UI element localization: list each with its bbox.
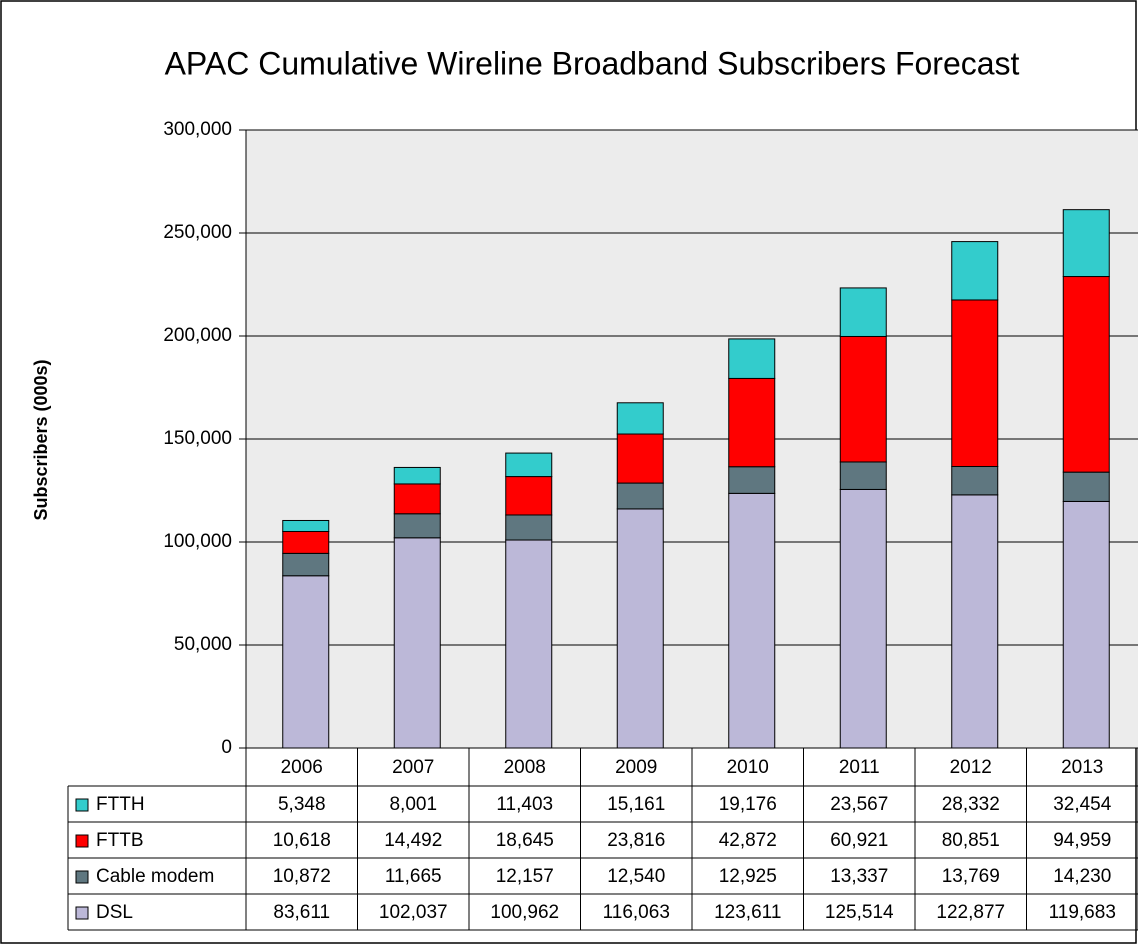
table-value: 10,618	[273, 830, 331, 851]
table-value: 15,161	[607, 794, 665, 815]
table-value: 12,925	[719, 866, 777, 887]
bar-segment	[282, 552, 330, 577]
table-value: 23,816	[607, 830, 665, 851]
table-value: 11,665	[385, 866, 442, 887]
bar-segment	[393, 483, 441, 515]
table-value: 13,337	[830, 866, 888, 887]
bar-segment	[1062, 209, 1110, 278]
table-value: 8,001	[389, 794, 437, 815]
bar-segment	[505, 476, 553, 516]
table-value: 14,230	[1053, 866, 1111, 887]
legend-swatch	[75, 870, 89, 884]
x-tick-label: 2012	[950, 757, 992, 778]
table-value: 13,769	[942, 866, 1000, 887]
table-value: 60,921	[830, 830, 888, 851]
table-value: 18,645	[496, 830, 554, 851]
table-value: 12,540	[607, 866, 665, 887]
y-tick-label: 150,000	[163, 428, 232, 449]
table-value: 125,514	[825, 902, 894, 923]
y-tick-label: 200,000	[163, 325, 232, 346]
table-value: 5,348	[278, 794, 326, 815]
bar-segment	[1062, 276, 1110, 473]
bar-segment	[839, 287, 887, 337]
bar-segment	[282, 519, 330, 532]
table-value: 116,063	[603, 902, 670, 923]
legend-label: DSL	[96, 902, 133, 923]
x-tick-label: 2011	[839, 757, 880, 778]
bar-segment	[728, 492, 776, 749]
bar-segment	[839, 488, 887, 749]
bar-segment	[728, 338, 776, 379]
x-tick-label: 2007	[392, 757, 434, 778]
bar-segment	[282, 575, 330, 749]
bar-segment	[393, 513, 441, 539]
bar-segment	[839, 461, 887, 490]
table-value: 42,872	[719, 830, 777, 851]
bar-segment	[728, 466, 776, 494]
bar-segment	[505, 539, 553, 749]
y-tick-label: 300,000	[163, 119, 232, 140]
x-tick-label: 2009	[615, 757, 657, 778]
bar-segment	[951, 299, 999, 468]
bar-segment	[839, 335, 887, 463]
table-value: 122,877	[936, 902, 1005, 923]
bar-segment	[505, 452, 553, 478]
x-tick-label: 2006	[281, 757, 323, 778]
table-value: 11,403	[496, 794, 553, 815]
bar-segment	[282, 530, 330, 554]
legend-swatch	[75, 834, 89, 848]
legend-label: Cable modem	[96, 866, 214, 887]
y-tick-label: 100,000	[163, 531, 232, 552]
table-value: 12,157	[496, 866, 554, 887]
x-tick-label: 2010	[727, 757, 769, 778]
bar-segment	[505, 514, 553, 541]
bar-segment	[393, 537, 441, 749]
table-value: 80,851	[942, 830, 1000, 851]
bar-segment	[1062, 471, 1110, 502]
bar-segment	[393, 466, 441, 485]
x-tick-label: 2013	[1061, 757, 1103, 778]
bar-segment	[616, 402, 664, 435]
legend-swatch	[75, 906, 89, 920]
table-value: 10,872	[273, 866, 331, 887]
table-value: 100,962	[490, 902, 559, 923]
legend-swatch	[75, 798, 89, 812]
table-value: 14,492	[384, 830, 442, 851]
legend-label: FTTH	[96, 794, 145, 815]
bar-segment	[951, 494, 999, 749]
bar-segment	[951, 466, 999, 496]
table-value: 83,611	[273, 902, 330, 923]
table-value: 23,567	[830, 794, 888, 815]
y-tick-label: 250,000	[163, 222, 232, 243]
table-value: 123,611	[714, 902, 781, 923]
bar-segment	[616, 482, 664, 510]
bar-segment	[616, 433, 664, 484]
y-axis-label: Subscribers (000s)	[31, 359, 51, 520]
table-value: 28,332	[942, 794, 1000, 815]
bar-segment	[1062, 500, 1110, 749]
legend-label: FTTB	[96, 830, 144, 851]
bar-segment	[951, 241, 999, 301]
bar-segment	[728, 377, 776, 468]
table-value: 102,037	[379, 902, 448, 923]
table-value: 94,959	[1053, 830, 1111, 851]
bar-segment	[616, 508, 664, 749]
table-value: 19,176	[719, 794, 777, 815]
y-tick-label: 50,000	[174, 634, 232, 655]
chart-title: APAC Cumulative Wireline Broadband Subsc…	[165, 45, 1020, 81]
y-tick-label: 0	[221, 737, 232, 758]
x-tick-label: 2008	[504, 757, 546, 778]
table-value: 119,683	[1049, 902, 1116, 923]
table-value: 32,454	[1053, 794, 1112, 815]
